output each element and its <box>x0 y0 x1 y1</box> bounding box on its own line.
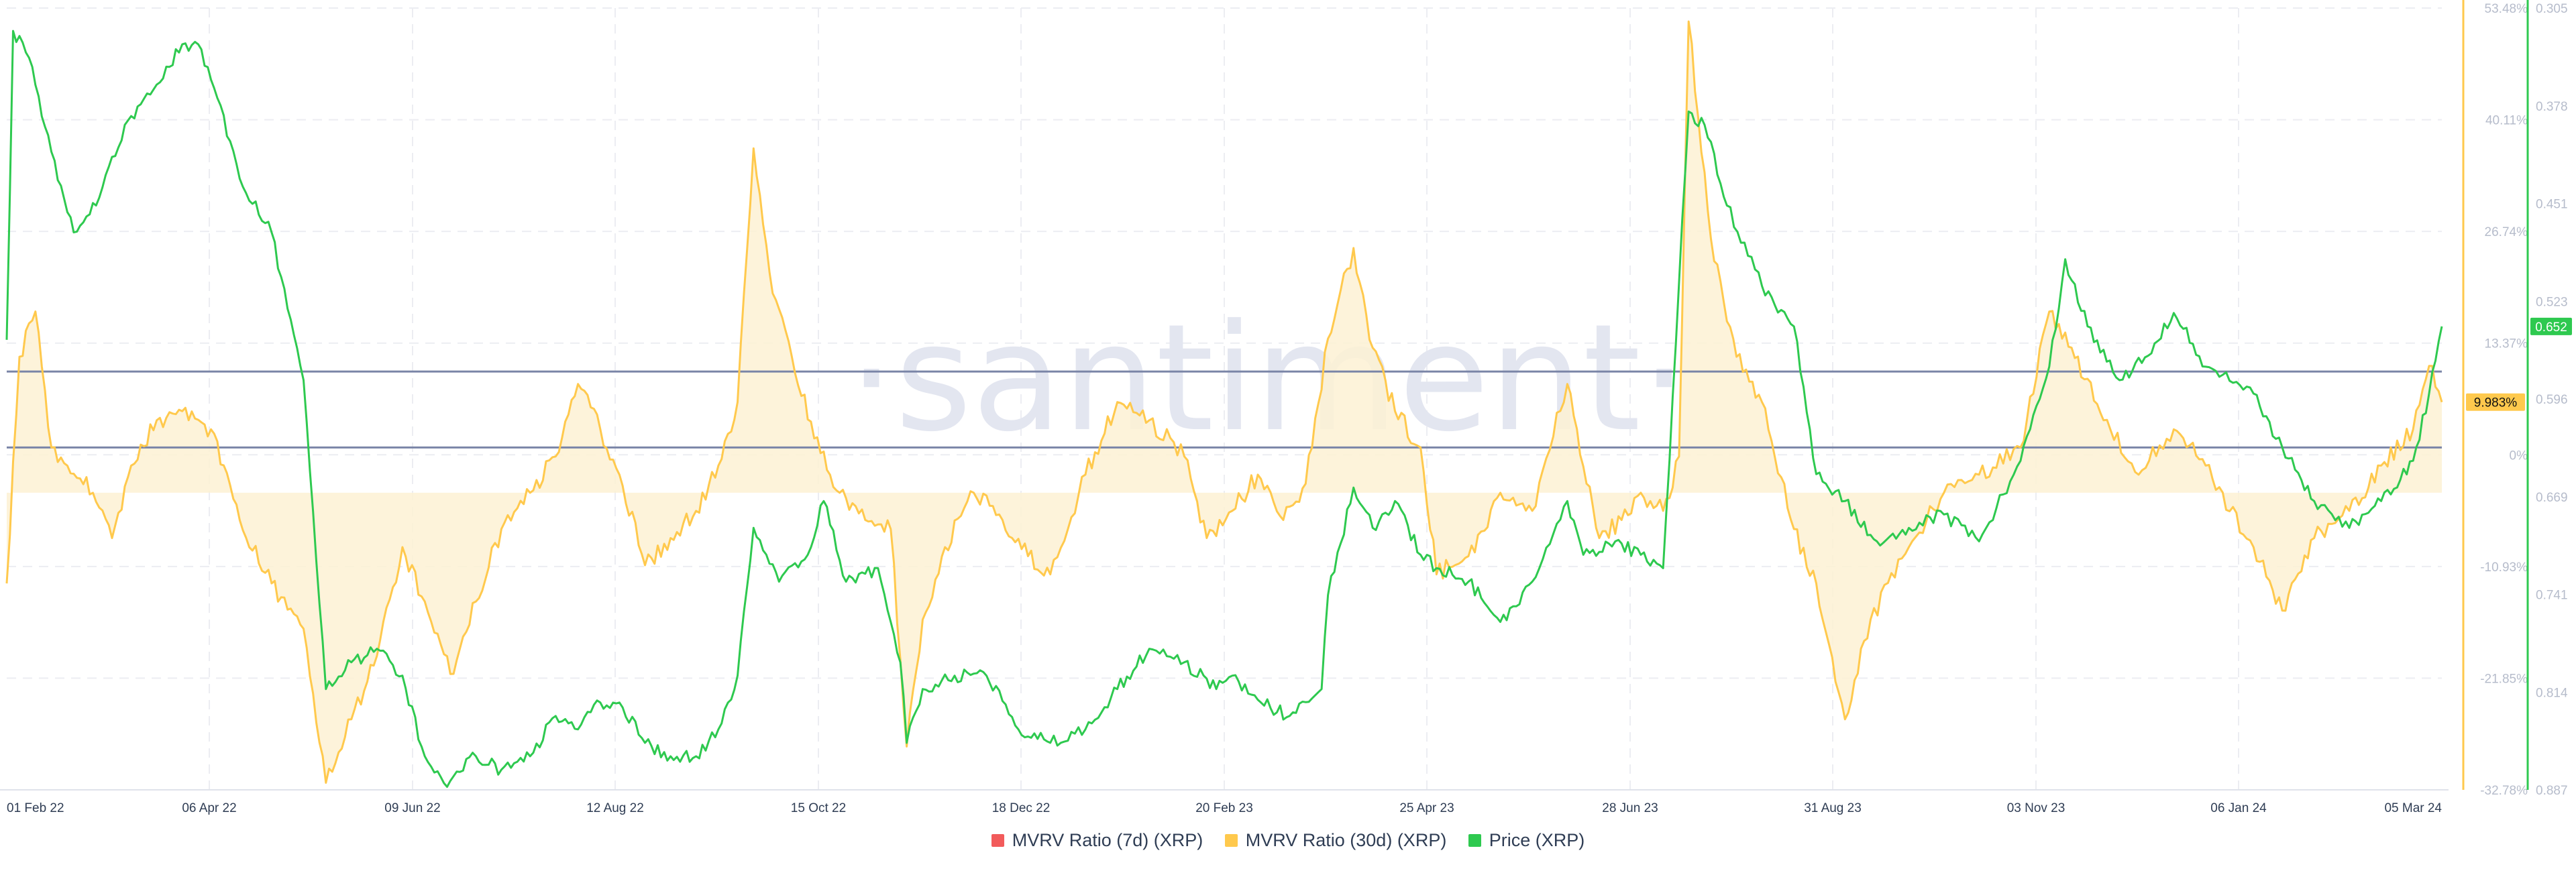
x-tick-label: 01 Feb 22 <box>7 801 64 815</box>
y-right-tick-label: 0.523 <box>2536 295 2568 309</box>
legend: MVRV Ratio (7d) (XRP) MVRV Ratio (30d) (… <box>0 830 2576 851</box>
mvrv30-fill <box>7 21 2442 783</box>
y-right-tick-label: 0.378 <box>2536 100 2568 114</box>
mvrv30-area <box>7 21 2442 783</box>
y-left-tick-label: 53.48% <box>2485 2 2528 16</box>
x-tick-label: 25 Apr 23 <box>1399 801 1454 815</box>
watermark: ·santiment· <box>848 292 1687 464</box>
y-left-tick-label: 13.37% <box>2485 337 2528 351</box>
price-value-tag: 0.652 <box>2535 320 2567 335</box>
mvrv30-value-tag-bg <box>2466 393 2525 411</box>
y-right-tick-label: 0.669 <box>2536 491 2568 505</box>
legend-swatch-mvrv30 <box>1224 834 1238 847</box>
legend-item-mvrv30[interactable]: MVRV Ratio (30d) (XRP) <box>1224 830 1447 851</box>
x-tick-label: 05 Mar 24 <box>2384 801 2442 815</box>
y-right-tick-label: 0.887 <box>2536 784 2568 798</box>
x-tick-label: 28 Jun 23 <box>1602 801 1658 815</box>
x-tick-label: 03 Nov 23 <box>2007 801 2065 815</box>
x-tick-label: 31 Aug 23 <box>1804 801 1862 815</box>
y-right-tick-label: 0.741 <box>2536 589 2568 603</box>
x-tick-label: 06 Apr 22 <box>182 801 236 815</box>
legend-swatch-mvrv7 <box>991 834 1004 847</box>
y-right-tick-label: 0.596 <box>2536 393 2568 407</box>
legend-item-price[interactable]: Price (XRP) <box>1468 830 1585 851</box>
price-line <box>5 30 2443 788</box>
series-lines <box>5 20 2443 788</box>
y-left-tick-label: -32.78% <box>2480 784 2528 798</box>
y-right-tick-label: 0.305 <box>2536 2 2568 16</box>
price-value-tag-bg <box>2530 317 2572 335</box>
legend-label-price: Price (XRP) <box>1489 830 1585 850</box>
value-tags: 9.983% 0.652 <box>2466 317 2572 411</box>
x-tick-label: 20 Feb 23 <box>1195 801 1253 815</box>
legend-label-mvrv30: MVRV Ratio (30d) (XRP) <box>1245 830 1447 850</box>
x-tick-label: 15 Oct 22 <box>791 801 846 815</box>
y-left-tick-label: 40.11% <box>2485 114 2528 128</box>
y-left-tick-label: -10.93% <box>2480 561 2528 575</box>
legend-item-mvrv7[interactable]: MVRV Ratio (7d) (XRP) <box>991 830 1203 851</box>
y-left-tick-label: 26.74% <box>2485 225 2528 239</box>
x-tick-label: 06 Jan 24 <box>2210 801 2267 815</box>
y-right-tick-label: 0.814 <box>2536 686 2568 700</box>
y-right-tick-label: 0.451 <box>2536 198 2568 212</box>
x-tick-label: 12 Aug 22 <box>586 801 644 815</box>
mvrv30-value-tag: 9.983% <box>2474 396 2518 410</box>
mvrv30-line <box>5 20 2443 784</box>
legend-swatch-price <box>1468 834 1481 847</box>
x-tick-label: 09 Jun 22 <box>384 801 440 815</box>
x-tick-label: 18 Dec 22 <box>992 801 1051 815</box>
legend-label-mvrv7: MVRV Ratio (7d) (XRP) <box>1012 830 1203 850</box>
y-left-tick-label: 0% <box>2510 449 2528 463</box>
reference-lines <box>7 370 2442 449</box>
grid <box>7 7 2442 791</box>
y-left-tick-label: -21.85% <box>2480 672 2528 686</box>
axes: 01 Feb 22 06 Apr 22 09 Jun 22 12 Aug 22 15 O… <box>0 0 2568 815</box>
